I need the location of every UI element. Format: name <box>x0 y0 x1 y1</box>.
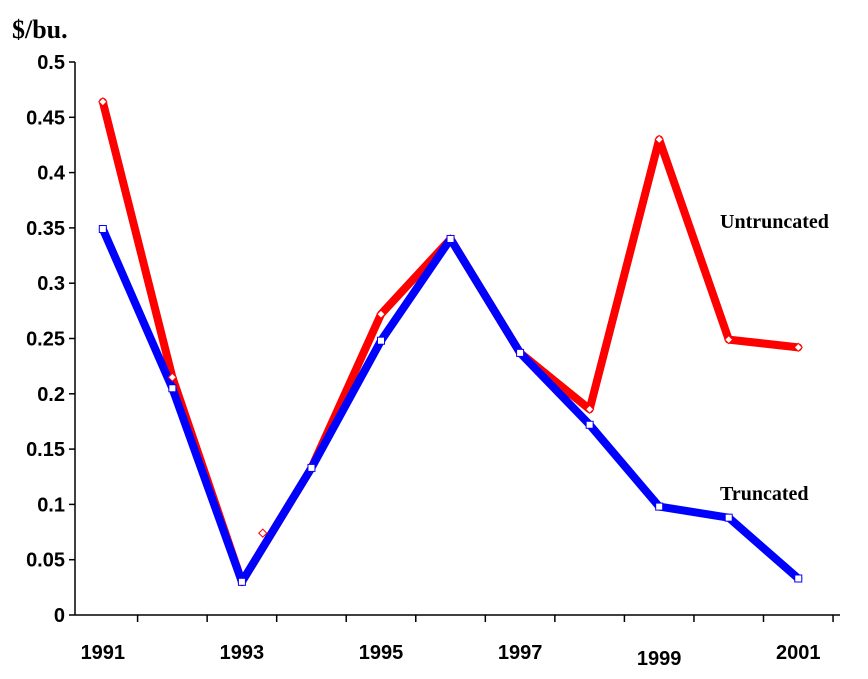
data-point <box>307 463 316 472</box>
series-markers <box>98 97 803 587</box>
annotation-point <box>258 528 268 538</box>
data-point <box>516 348 525 357</box>
series-line-1 <box>98 225 803 586</box>
data-point <box>237 577 246 586</box>
series-label-truncated: Truncated <box>720 483 809 505</box>
y-tick-label: 0.45 <box>26 107 65 129</box>
data-point <box>98 97 108 107</box>
y-tick-label: 0.25 <box>26 329 65 351</box>
data-point <box>377 336 385 345</box>
data-point <box>98 225 107 234</box>
x-tick-label: 2001 <box>776 642 821 664</box>
series-labels: Untruncated Truncated <box>720 211 829 505</box>
axes: 0 0.05 0.1 0.15 0.2 0.25 0.3 0.35 0.4 0.45 0.5 1991… <box>26 52 840 670</box>
y-axis-title: $/bu. <box>12 15 68 44</box>
x-tick-label: 1999 <box>637 648 682 670</box>
data-point <box>446 234 455 243</box>
data-point <box>167 372 178 382</box>
y-tick-label: 0.05 <box>26 550 65 572</box>
data-point <box>724 334 734 345</box>
y-tick-label: 0.3 <box>37 273 65 295</box>
data-point <box>793 342 803 353</box>
data-point <box>794 574 803 583</box>
x-tick-label: 1997 <box>498 642 543 664</box>
data-point <box>585 420 594 429</box>
y-tick-label: 0.5 <box>37 52 65 74</box>
data-point <box>168 384 177 393</box>
data-point <box>584 404 595 414</box>
y-tick-label: 0.4 <box>37 163 66 185</box>
y-tick-label: 0.15 <box>26 439 65 461</box>
x-tick-label: 1991 <box>81 642 126 664</box>
data-point <box>724 513 733 522</box>
data-point <box>655 502 664 511</box>
x-tick-label: 1993 <box>220 642 265 664</box>
y-tick-label: 0.35 <box>26 218 65 240</box>
y-tick-label: 0.2 <box>37 384 65 406</box>
series-label-untruncated: Untruncated <box>720 211 829 233</box>
data-point <box>654 134 664 145</box>
y-tick-label: 0 <box>54 605 65 627</box>
data-point <box>376 309 386 319</box>
x-tick-label: 1995 <box>359 642 404 664</box>
series-lines <box>98 97 803 586</box>
y-tick-label: 0.1 <box>37 494 65 516</box>
